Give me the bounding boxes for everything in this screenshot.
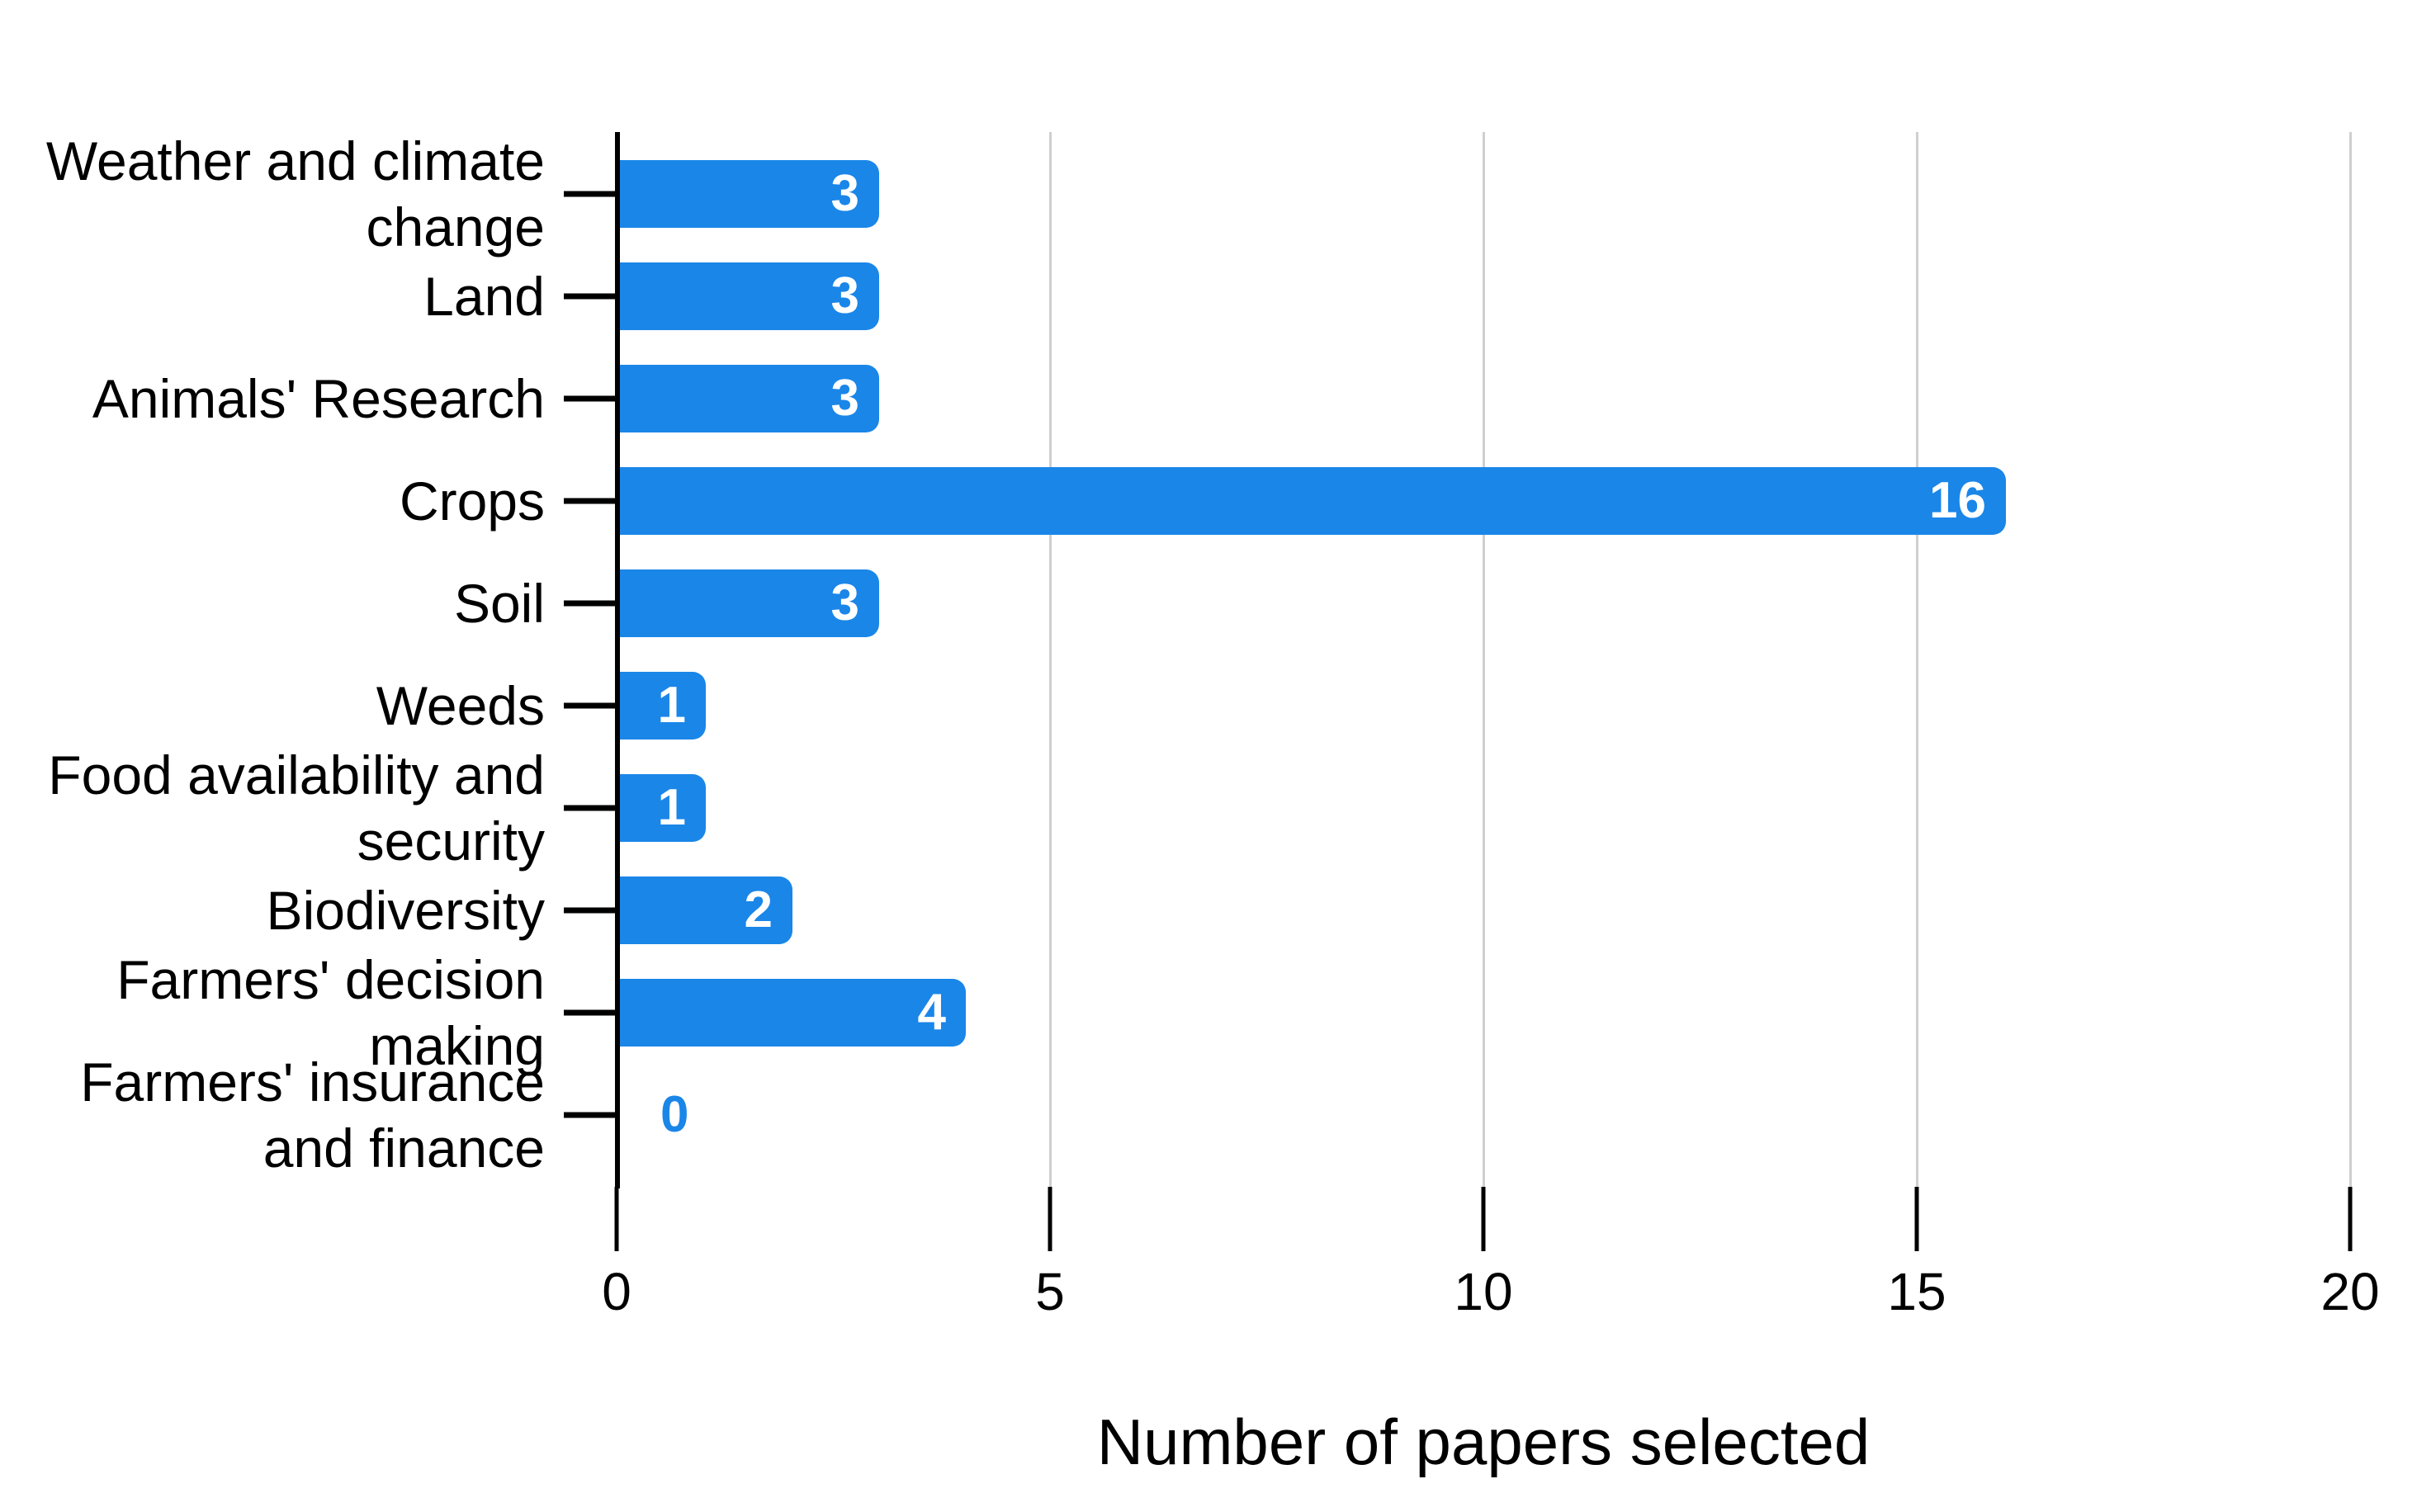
- category-tick-mark: [564, 293, 617, 300]
- x-axis-tick-mark: [1048, 1187, 1052, 1251]
- x-axis-tick-mark: [1914, 1187, 1919, 1251]
- bar-value-label: 2: [744, 881, 773, 938]
- x-axis-tick-label: 5: [1035, 1262, 1065, 1321]
- bar-value-label: 16: [1929, 472, 1986, 529]
- category-label: Biodiversity: [266, 880, 545, 941]
- category-label: Farmers' insurance and finance: [80, 1051, 545, 1179]
- category-label: Soil: [453, 573, 545, 634]
- category-label: Food availability and security: [48, 744, 545, 872]
- category-tick-mark: [564, 1112, 617, 1118]
- table-row: Biodiversity 2: [0, 859, 2417, 962]
- table-row: Land 3: [0, 245, 2417, 347]
- category-tick-mark: [564, 907, 617, 914]
- category-tick-mark: [564, 191, 617, 197]
- table-row: Crops 16: [0, 450, 2417, 552]
- table-row: Weather and climate change 3: [0, 130, 2417, 258]
- bar: 3: [619, 262, 879, 330]
- bar: 4: [619, 979, 966, 1047]
- zero-value-label: 0: [660, 1086, 689, 1143]
- category-tick-mark: [564, 702, 617, 709]
- table-row: Farmers' decision making 4: [0, 949, 2417, 1076]
- category-label: Animals' Research: [92, 368, 545, 429]
- category-tick-mark: [564, 498, 617, 504]
- gridline: [1915, 132, 1918, 1187]
- x-axis-tick-label: 20: [2320, 1262, 2380, 1321]
- gridline: [1048, 132, 1052, 1187]
- table-row: Farmers' insurance and finance 0: [0, 1051, 2417, 1179]
- bar: 3: [619, 160, 879, 228]
- x-axis-tick-label: 0: [602, 1262, 631, 1321]
- bar-value-label: 3: [830, 267, 859, 324]
- table-row: Soil 3: [0, 552, 2417, 654]
- x-axis-title: Number of papers selected: [1096, 1406, 1871, 1478]
- category-label: Weather and climate change: [45, 130, 545, 258]
- x-axis-tick-mark: [2348, 1187, 2353, 1251]
- bar: 1: [619, 774, 706, 842]
- table-row: Animals' Research 3: [0, 347, 2417, 450]
- bar: 2: [619, 876, 792, 944]
- gridline: [2348, 132, 2352, 1187]
- category-label: Farmers' decision making: [116, 949, 545, 1076]
- x-axis-tick-label: 10: [1454, 1262, 1513, 1321]
- category-tick-mark: [564, 600, 617, 607]
- bar: 1: [619, 672, 706, 739]
- bar-value-label: 1: [657, 779, 686, 836]
- x-axis-tick-mark: [1481, 1187, 1486, 1251]
- bar: 16: [619, 467, 2006, 535]
- y-axis-line: [615, 132, 620, 1188]
- bar-value-label: 3: [830, 370, 859, 427]
- category-label: Crops: [399, 470, 545, 532]
- category-label: Weeds: [376, 675, 545, 736]
- bar-value-label: 1: [657, 677, 686, 734]
- bar: 3: [619, 569, 879, 637]
- gridline: [1482, 132, 1485, 1187]
- bar-value-label: 4: [917, 984, 946, 1041]
- bar-value-label: 3: [830, 165, 859, 222]
- bar-value-label: 3: [830, 574, 859, 631]
- table-row: Weeds 1: [0, 654, 2417, 757]
- x-axis-tick-label: 15: [1887, 1262, 1946, 1321]
- category-tick-mark: [564, 805, 617, 811]
- table-row: Food availability and security 1: [0, 744, 2417, 872]
- x-axis-tick-mark: [614, 1187, 619, 1251]
- category-label: Land: [423, 266, 545, 327]
- category-tick-mark: [564, 395, 617, 402]
- bar: 3: [619, 365, 879, 432]
- category-tick-mark: [564, 1009, 617, 1016]
